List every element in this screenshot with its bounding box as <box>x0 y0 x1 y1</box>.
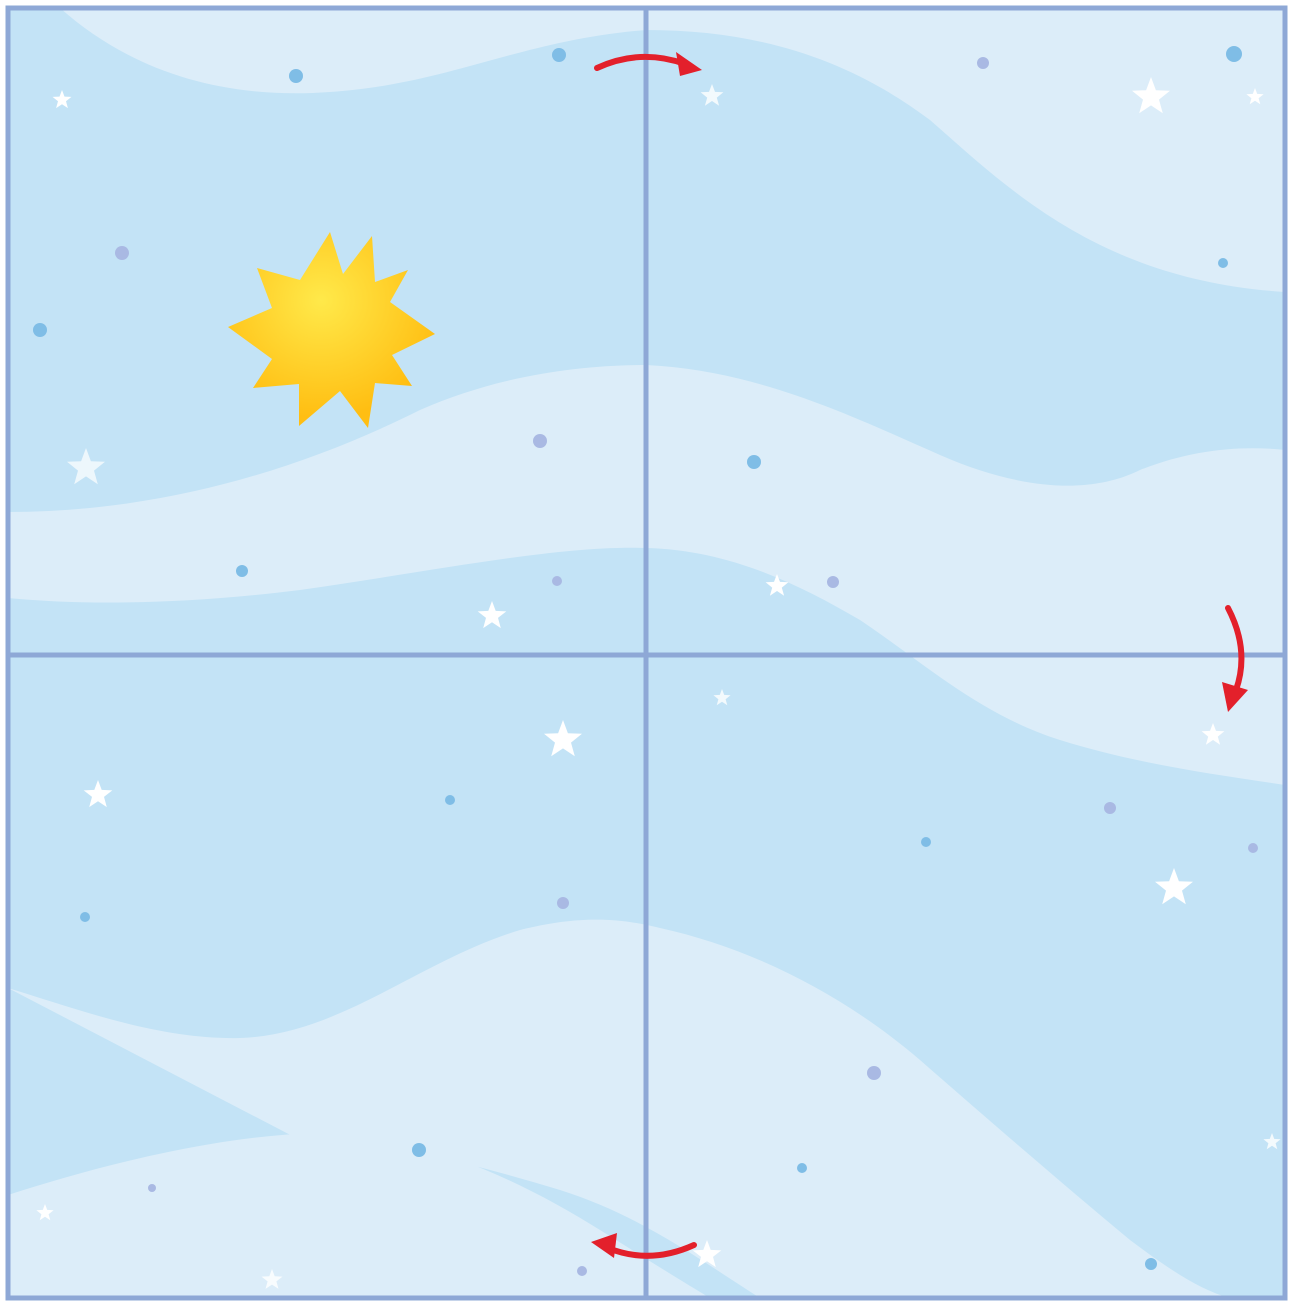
star-icon <box>261 1269 283 1289</box>
dot <box>867 1066 881 1080</box>
star-icon <box>52 90 72 109</box>
dot <box>1104 802 1116 814</box>
puzzle-grid <box>5 5 1288 1301</box>
dot <box>1226 46 1242 62</box>
dot <box>552 48 566 62</box>
sun-icon <box>228 232 435 428</box>
stars-layer <box>36 77 1281 1289</box>
star-icon <box>1201 723 1225 745</box>
dot <box>747 455 761 469</box>
light-band-top-right <box>646 8 1285 292</box>
star-icon <box>83 780 113 808</box>
dot <box>1248 843 1258 853</box>
star-icon <box>1132 77 1170 114</box>
dot <box>797 1163 807 1173</box>
star-icon <box>765 574 789 596</box>
star-icon <box>477 601 507 629</box>
star-icon <box>544 720 582 757</box>
dot <box>148 1184 156 1192</box>
dot <box>1145 1258 1157 1270</box>
dot <box>577 1266 587 1276</box>
light-band-lower <box>8 919 1230 1298</box>
curved-arrow-left-icon <box>591 1233 697 1259</box>
dot <box>552 576 562 586</box>
dots-layer <box>33 46 1258 1276</box>
curved-arrow-right-icon <box>594 52 702 76</box>
light-band-top-left <box>60 8 646 94</box>
dot <box>557 897 569 909</box>
dot <box>921 837 931 847</box>
light-band-middle <box>8 365 1285 785</box>
dot <box>827 576 839 588</box>
dot <box>115 246 129 260</box>
dot <box>80 912 90 922</box>
dot <box>412 1143 426 1157</box>
star-icon <box>67 448 105 485</box>
star-icon <box>1263 1133 1281 1150</box>
dot <box>1218 258 1228 268</box>
star-icon <box>1246 88 1264 105</box>
star-icon <box>713 689 731 706</box>
dot <box>445 795 455 805</box>
dot <box>977 57 989 69</box>
star-icon <box>1155 868 1193 905</box>
curved-arrow-down-icon <box>1222 605 1248 712</box>
dot <box>236 565 248 577</box>
star-icon <box>692 1240 722 1268</box>
star-icon <box>700 84 724 106</box>
dot <box>33 323 47 337</box>
dot <box>533 434 547 448</box>
star-icon <box>36 1204 54 1221</box>
dot <box>289 69 303 83</box>
